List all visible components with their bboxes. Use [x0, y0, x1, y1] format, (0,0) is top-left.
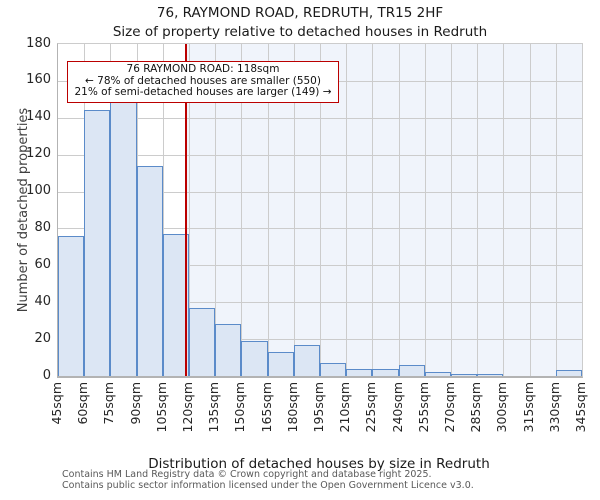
- y-axis-tick-label: 0: [42, 367, 51, 383]
- gridline-vertical: [451, 44, 452, 376]
- gridline-vertical: [293, 44, 295, 376]
- x-axis-tick-label: 285sqm: [468, 382, 484, 433]
- histogram-bar: [424, 372, 451, 376]
- x-axis-tick-label: 225sqm: [363, 382, 379, 433]
- annotation-line-3: 21% of semi-detached houses are larger (…: [74, 86, 332, 99]
- x-axis-tick-label: 195sqm: [311, 382, 326, 433]
- histogram-bar: [372, 368, 399, 376]
- y-axis-tick-label: 140: [26, 109, 51, 125]
- x-axis-tick-label: 90sqm: [127, 382, 143, 425]
- y-axis-tick-label: 80: [34, 219, 51, 235]
- y-axis-tick-label: 60: [34, 256, 51, 272]
- x-axis-tick-label: 45sqm: [49, 382, 64, 425]
- plot-area: 76 RAYMOND ROAD: 118sqm ← 78% of detache…: [57, 43, 583, 378]
- x-axis-tick-label: 105sqm: [153, 382, 169, 433]
- x-axis-tick-label: 240sqm: [389, 382, 405, 433]
- x-axis-tick-label: 300sqm: [494, 382, 510, 433]
- subject-property-marker-line: [184, 44, 187, 376]
- histogram-bar: [320, 363, 347, 376]
- y-axis-tick-label: 100: [26, 183, 51, 199]
- x-axis-tick-label: 270sqm: [442, 382, 457, 433]
- histogram-bar: [346, 368, 373, 376]
- y-axis-tick-label: 20: [34, 330, 51, 346]
- x-axis-tick-label: 150sqm: [232, 382, 248, 433]
- histogram-bar: [477, 374, 504, 376]
- y-axis-label: Number of detached properties: [16, 107, 31, 313]
- gridline-vertical: [398, 44, 400, 376]
- annotation-box: 76 RAYMOND ROAD: 118sqm ← 78% of detache…: [67, 61, 339, 103]
- gridline-vertical: [320, 44, 321, 376]
- gridline-vertical: [267, 44, 269, 376]
- x-axis-tick-label: 330sqm: [546, 382, 562, 433]
- gridline-vertical: [503, 44, 505, 376]
- histogram-bar: [189, 307, 216, 376]
- histogram-bar: [293, 344, 320, 376]
- x-axis-tick-label: 120sqm: [180, 382, 195, 433]
- x-axis-tick-label: 255sqm: [415, 382, 431, 433]
- histogram-bar: [84, 110, 111, 376]
- footer-attribution-line-2: Contains public sector information licen…: [62, 480, 474, 491]
- histogram-bar: [267, 352, 294, 376]
- gridline-vertical: [424, 44, 426, 376]
- gridline-vertical: [215, 44, 217, 376]
- gridline-vertical: [555, 44, 557, 376]
- y-axis-tick-label: 160: [26, 72, 51, 88]
- histogram-bar: [136, 165, 163, 376]
- gridline-vertical: [189, 44, 190, 376]
- y-axis-tick-label: 120: [26, 146, 51, 162]
- chart-title: 76, RAYMOND ROAD, REDRUTH, TR15 2HF: [156, 5, 444, 21]
- x-axis-tick-label: 135sqm: [206, 382, 222, 433]
- histogram-bar: [398, 364, 425, 376]
- histogram-bar: [555, 370, 582, 376]
- x-axis-tick-label: 345sqm: [573, 382, 588, 433]
- footer-attribution-line-1: Contains HM Land Registry data © Crown c…: [62, 469, 432, 480]
- x-axis-label: Distribution of detached houses by size …: [148, 456, 490, 472]
- histogram-bar: [110, 101, 137, 376]
- x-axis-tick-label: 75sqm: [101, 382, 117, 425]
- x-axis-tick-label: 210sqm: [337, 382, 353, 433]
- gridline-vertical: [241, 44, 243, 376]
- histogram-bar: [58, 235, 85, 376]
- x-axis-tick-label: 180sqm: [284, 382, 300, 433]
- histogram-bar: [241, 340, 268, 376]
- annotation-line-1: 76 RAYMOND ROAD: 118sqm: [126, 63, 280, 75]
- x-axis-tick-label: 60sqm: [75, 382, 91, 425]
- y-axis-tick-label: 180: [26, 35, 51, 51]
- gridline-vertical: [346, 44, 348, 376]
- y-axis-tick-label: 40: [34, 293, 51, 309]
- gridline-vertical: [529, 44, 531, 376]
- gridline-vertical: [162, 44, 164, 376]
- annotation-line-2: ← 78% of detached houses are smaller (55…: [85, 74, 321, 87]
- x-axis-tick-label: 315sqm: [520, 382, 536, 433]
- gridline-vertical: [477, 44, 479, 376]
- gridline-vertical: [372, 44, 374, 376]
- x-axis-tick-label: 165sqm: [258, 382, 274, 433]
- histogram-bar: [451, 374, 478, 376]
- histogram-bar: [215, 324, 242, 376]
- chart-subtitle: Size of property relative to detached ho…: [112, 24, 488, 40]
